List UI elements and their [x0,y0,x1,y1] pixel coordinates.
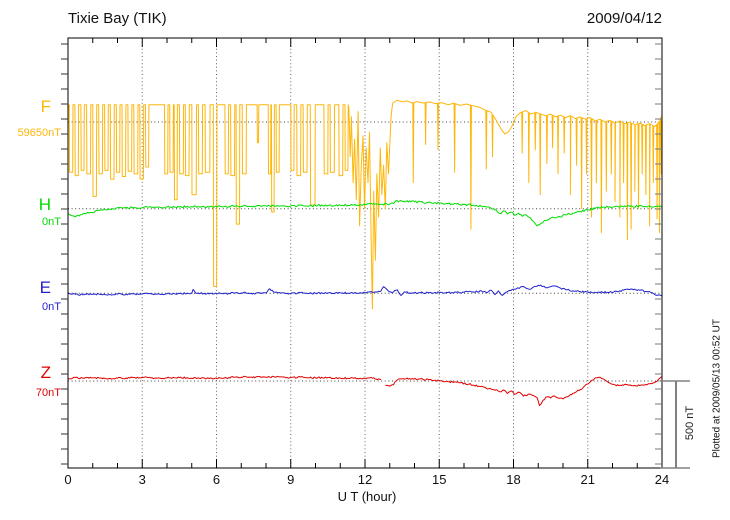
plot-frame [67,37,663,469]
e-trace [67,284,663,297]
page-title: Tixie Bay (TIK) [68,10,167,27]
plotted-at-note: Plotted at 2009/05/13 00:52 UT [711,319,723,458]
series-label-h: H [38,195,51,214]
gridlines [141,38,589,468]
y-axis-ticks [61,43,662,465]
series-baseline-f: 59650nT [17,127,61,139]
scale-bar [660,380,690,469]
x-tick-label: 3 [138,472,146,487]
x-tick-label: 0 [64,472,72,487]
x-tick-label: 24 [654,472,670,487]
x-tick-label: 21 [580,472,595,487]
date-label: 2009/04/12 [586,10,662,27]
x-tick-label: 9 [287,472,295,487]
x-tick-label: 6 [212,472,221,487]
x-axis-ticks [92,38,638,468]
series-baseline-e: 0nT [42,301,61,313]
series-label-e: E [39,278,51,297]
f-trace [67,99,663,310]
series-baseline-z: 70nT [35,387,61,399]
x-tick-label: 18 [506,472,521,487]
series-baseline-h: 0nT [42,216,61,228]
x-tick-label: 15 [432,472,447,487]
series-label-f: F [40,97,51,116]
z-trace [67,375,663,407]
series-label-z: Z [40,363,51,382]
x-tick-label: 12 [357,472,373,487]
h-trace [67,200,663,227]
scale-bar-label: 500 nT [684,405,696,441]
x-axis-title: U T (hour) [337,489,397,504]
